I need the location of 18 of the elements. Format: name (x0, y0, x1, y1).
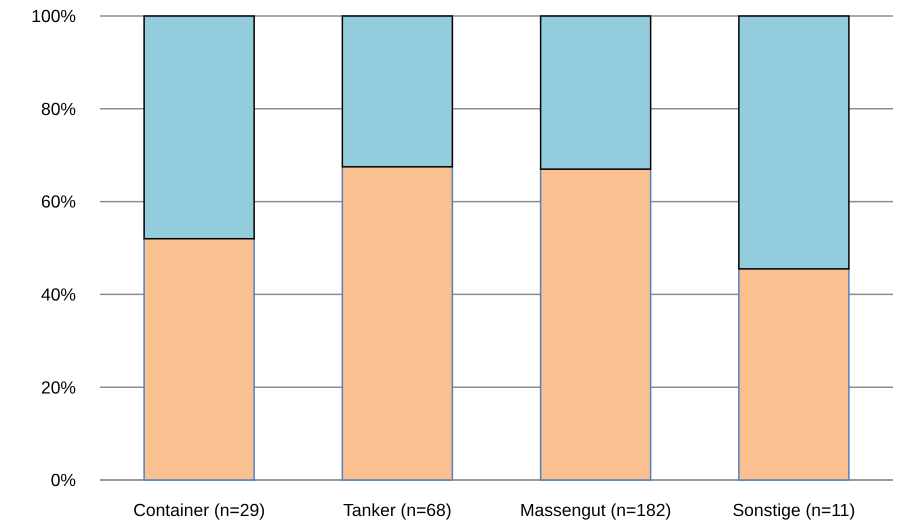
bar (738, 15, 850, 270)
y-tick-label: 40% (40, 284, 76, 305)
x-tick-label: Tanker (n=68) (343, 500, 452, 520)
y-tick-label: 0% (50, 470, 76, 490)
y-tick-label: 20% (40, 377, 76, 398)
bar (143, 238, 255, 481)
bar (540, 15, 652, 170)
bar (738, 268, 850, 481)
x-tick-label: Massengut (n=182) (520, 500, 672, 520)
bar (342, 15, 454, 168)
bar (540, 168, 652, 481)
bar (143, 15, 255, 240)
y-tick-label: 100% (31, 6, 76, 26)
x-tick-label: Container (n=29) (133, 500, 266, 520)
x-tick-label: Sonstige (n=11) (732, 500, 856, 520)
y-tick-label: 60% (40, 192, 76, 212)
bar (342, 166, 454, 481)
y-tick-label: 80% (40, 98, 76, 119)
